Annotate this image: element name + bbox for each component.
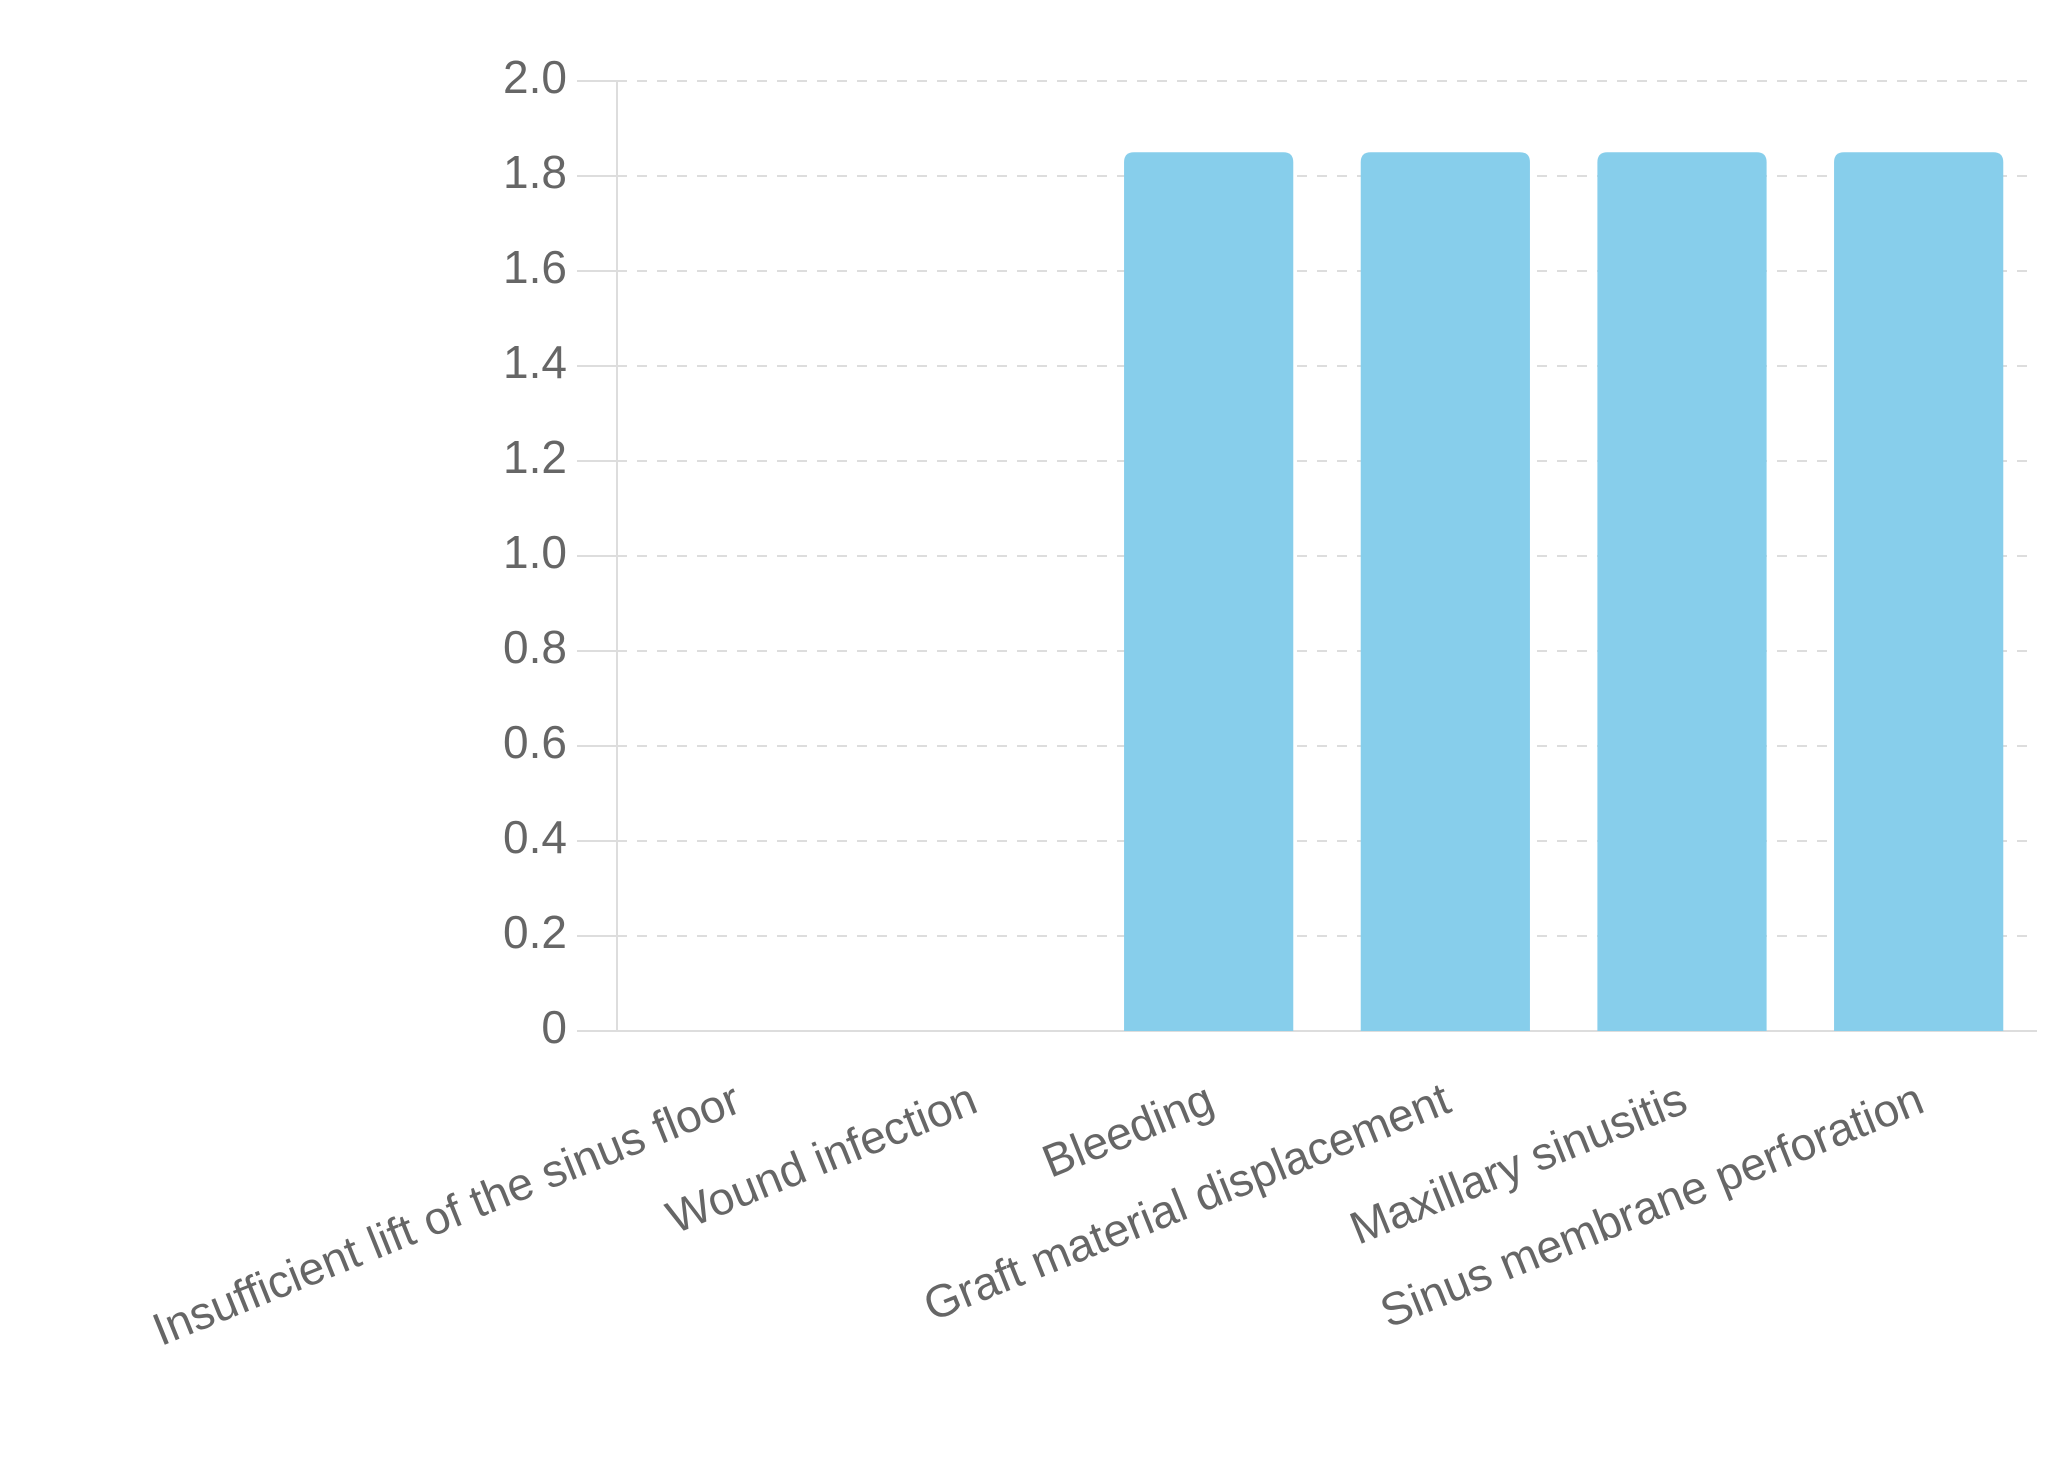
y-tick-label: 0: [541, 1001, 567, 1053]
y-tick-label: 0.4: [503, 811, 567, 863]
y-tick-label: 2.0: [503, 51, 567, 103]
y-tick-label: 0.8: [503, 621, 567, 673]
y-tick-label: 0.2: [503, 906, 567, 958]
y-tick-label: 0.6: [503, 716, 567, 768]
y-tick-label: 1.8: [503, 146, 567, 198]
x-tick-label: Insufficient lift of the sinus floor: [145, 1072, 747, 1356]
y-tick-label: 1.4: [503, 336, 567, 388]
bar: [1834, 152, 2004, 1031]
y-tick-label: 1.6: [503, 241, 567, 293]
y-tick-label: 1.0: [503, 526, 567, 578]
bar: [1360, 152, 1530, 1031]
bar: [1124, 152, 1294, 1031]
bar: [1597, 152, 1767, 1031]
y-tick-label: 1.2: [503, 431, 567, 483]
